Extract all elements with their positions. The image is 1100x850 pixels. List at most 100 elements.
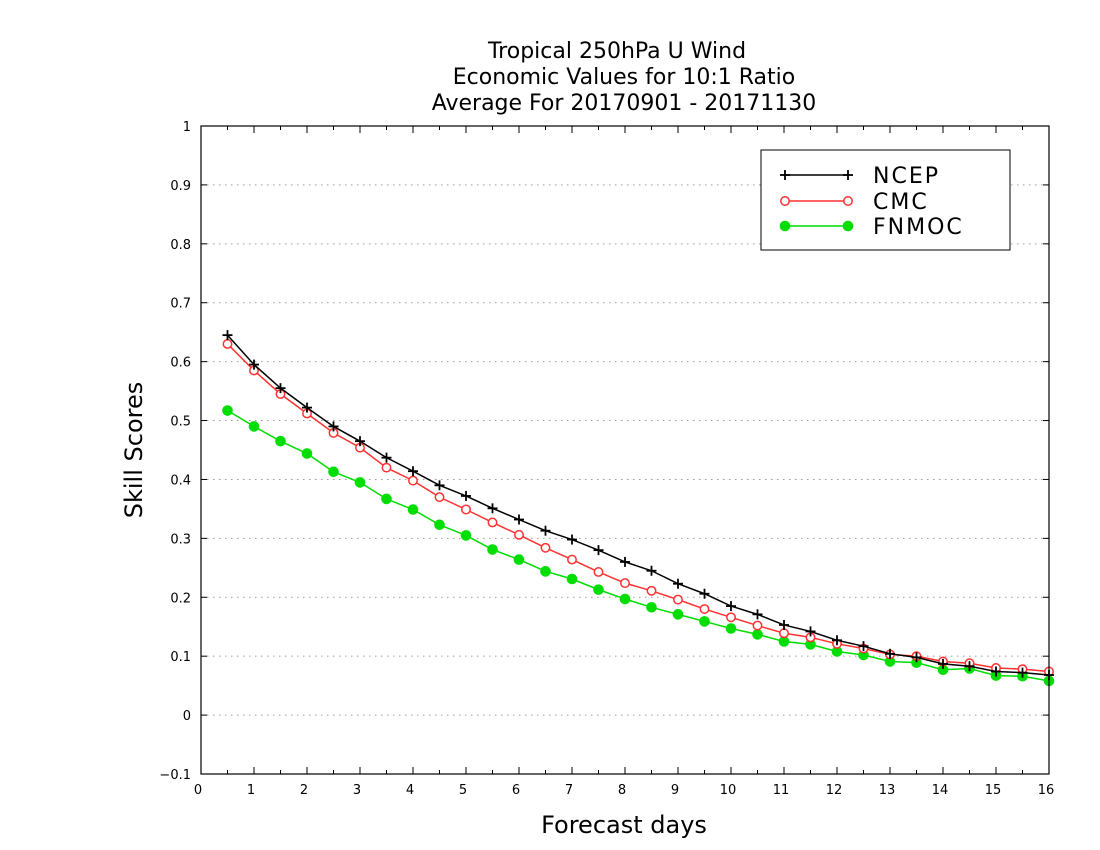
x-tick-label: 14: [932, 783, 949, 798]
data-point-cmc: [408, 475, 418, 486]
data-point-cmc: [434, 492, 445, 503]
data-point-ncep: [620, 556, 630, 567]
data-point-ncep: [222, 330, 233, 341]
data-point-fnmoc: [248, 421, 260, 432]
title-line-2: Economic Values for 10:1 Ratio: [453, 65, 795, 90]
data-point-ncep: [938, 658, 948, 669]
data-point-fnmoc: [460, 530, 472, 541]
legend-entry-cmc: CMC: [780, 190, 927, 215]
x-tick-label: 12: [826, 783, 843, 798]
x-tick-label: 11: [773, 783, 790, 798]
title-line-3: Average For 20170901 - 20171130: [432, 91, 817, 116]
x-tick-label: 3: [353, 783, 361, 798]
legend-label-fnmoc: FNMOC: [873, 215, 964, 240]
data-point-cmc: [593, 566, 604, 577]
series-layer: [222, 330, 1055, 687]
data-point-cmc: [726, 612, 736, 623]
data-point-fnmoc: [354, 477, 366, 488]
data-point-fnmoc: [619, 593, 631, 605]
legend-marker-cmc: [780, 196, 790, 206]
x-tick-label: 13: [879, 783, 896, 798]
x-tick-label: 0: [194, 783, 202, 798]
y-tick-label: 0.6: [170, 356, 191, 371]
y-tick-label: 0.8: [170, 238, 191, 253]
legend-marker-ncep: [843, 170, 853, 180]
data-point-ncep: [540, 525, 551, 536]
legend-marker-fnmoc: [779, 220, 791, 232]
data-point-cmc: [752, 620, 763, 631]
series-line-fnmoc: [227, 409, 1050, 682]
data-point-fnmoc: [566, 573, 578, 585]
legend-marker-cmc: [843, 196, 853, 206]
data-point-ncep: [249, 359, 259, 370]
data-point-fnmoc: [752, 629, 763, 640]
data-point-cmc: [620, 578, 630, 589]
data-point-ncep: [752, 609, 763, 620]
series-line-ncep: [226, 334, 1050, 676]
data-point-fnmoc: [725, 623, 737, 634]
data-point-fnmoc: [301, 448, 313, 459]
data-point-ncep: [487, 503, 498, 514]
data-point-cmc: [381, 462, 392, 473]
data-point-fnmoc: [328, 466, 339, 478]
data-point-ncep: [328, 421, 339, 432]
data-point-fnmoc: [513, 554, 525, 565]
data-point-cmc: [779, 628, 789, 639]
data-point-ncep: [355, 436, 365, 447]
data-point-cmc: [222, 339, 233, 349]
chart-title: Tropical 250hPa U Wind Economic Values f…: [432, 39, 817, 116]
y-tick-label: 0.5: [170, 415, 191, 430]
x-axis-label: Forecast days: [541, 811, 707, 839]
data-point-ncep: [911, 652, 922, 663]
legend-marker-fnmoc: [842, 220, 854, 232]
data-point-ncep: [646, 565, 657, 576]
data-point-fnmoc: [222, 405, 233, 416]
data-point-ncep: [885, 648, 895, 659]
data-point-ncep: [408, 466, 418, 477]
x-tick-label: 16: [1038, 783, 1055, 798]
data-point-ncep: [699, 588, 710, 599]
x-tick-label: 1: [247, 783, 255, 798]
data-point-cmc: [487, 517, 498, 528]
legend-marker-ncep: [780, 170, 790, 180]
x-tick-label: 6: [512, 783, 520, 798]
data-point-cmc: [699, 604, 710, 615]
data-point-ncep: [1017, 667, 1028, 678]
data-point-fnmoc: [407, 504, 419, 515]
data-point-cmc: [540, 542, 551, 553]
y-tick-label: 1: [183, 120, 191, 135]
data-point-ncep: [858, 641, 869, 652]
x-tick-label: 8: [618, 783, 626, 798]
y-tick-label: 0.2: [170, 591, 191, 606]
y-tick-label: 0.3: [170, 532, 191, 547]
data-point-fnmoc: [646, 601, 657, 613]
x-tick-label: 9: [671, 783, 679, 798]
y-tick-label: 0.1: [170, 650, 191, 665]
gridlines: [201, 184, 1049, 716]
data-point-ncep: [514, 514, 524, 525]
data-point-fnmoc: [434, 519, 445, 531]
data-point-ncep: [964, 661, 975, 672]
data-point-fnmoc: [275, 435, 286, 447]
data-point-ncep: [726, 601, 736, 612]
data-point-fnmoc: [540, 566, 551, 577]
data-point-cmc: [514, 529, 524, 540]
y-tick-label: 0.4: [170, 473, 191, 488]
x-tick-label: 15: [985, 783, 1002, 798]
series-fnmoc: [222, 405, 1055, 687]
data-point-ncep: [673, 578, 683, 589]
data-point-fnmoc: [381, 493, 392, 505]
data-point-ncep: [991, 666, 1001, 677]
data-point-fnmoc: [699, 616, 710, 627]
data-point-fnmoc: [593, 584, 604, 595]
y-tick-label: 0: [183, 709, 191, 724]
series-line-cmc: [226, 343, 1050, 673]
title-line-1: Tropical 250hPa U Wind: [487, 39, 746, 64]
data-point-ncep: [593, 545, 604, 556]
legend-entry-ncep: NCEP: [780, 164, 938, 189]
x-tick-label: 2: [300, 783, 308, 798]
data-point-fnmoc: [672, 609, 684, 620]
data-point-ncep: [461, 490, 471, 501]
